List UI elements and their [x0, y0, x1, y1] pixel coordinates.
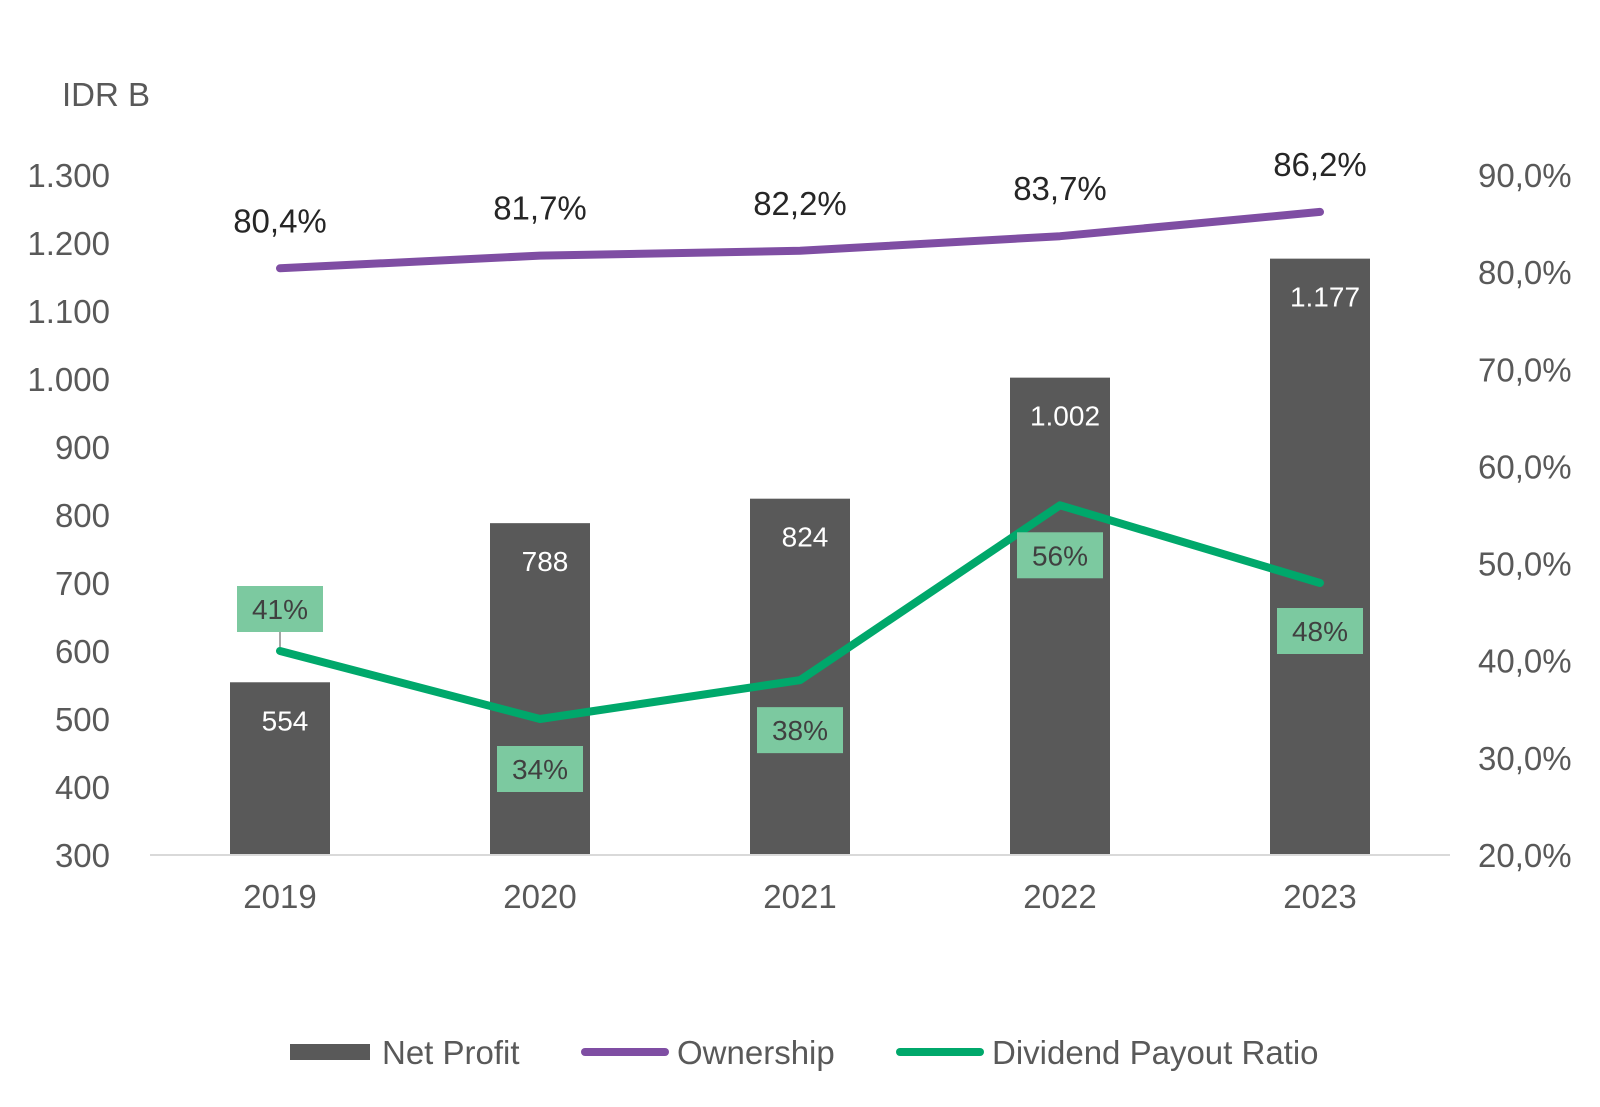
y-right-tick-label: 20,0%	[1478, 837, 1572, 874]
legend-label-net-profit: Net Profit	[382, 1034, 520, 1071]
net-profit-data-label: 824	[782, 522, 829, 553]
ownership-data-label: 83,7%	[1013, 170, 1107, 207]
y-left-tick-label: 1.200	[27, 225, 110, 262]
ownership-data-label: 81,7%	[493, 190, 587, 227]
legend-label-dividend-payout: Dividend Payout Ratio	[992, 1034, 1319, 1071]
net-profit-bar	[230, 682, 330, 855]
y-right-tick-label: 60,0%	[1478, 448, 1572, 485]
y-left-tick-label: 300	[55, 837, 110, 874]
dividend-data-label: 48%	[1292, 616, 1348, 647]
dividend-payout-line	[276, 501, 1324, 723]
ownership-data-label: 80,4%	[233, 202, 327, 239]
y-left-tick-labels: 300 400 500 600 700 800 900 1.000 1.100 1.200 1.30…	[27, 157, 110, 874]
x-tick-label: 2019	[243, 878, 316, 915]
y-right-tick-label: 40,0%	[1478, 643, 1572, 680]
x-tick-label: 2020	[503, 878, 576, 915]
net-profit-data-label: 788	[522, 546, 569, 577]
y-left-tick-label: 400	[55, 769, 110, 806]
net-profit-bar	[1010, 377, 1110, 855]
x-tick-labels: 2019 2020 2021 2022 2023	[243, 878, 1356, 915]
dividend-data-label: 41%	[252, 594, 308, 625]
y-left-tick-label: 900	[55, 429, 110, 466]
net-profit-data-label: 1.177	[1290, 282, 1360, 313]
y-right-tick-label: 90,0%	[1478, 157, 1572, 194]
x-tick-label: 2023	[1283, 878, 1356, 915]
ownership-series: 80,4% 81,7% 82,2% 83,7% 86,2%	[233, 146, 1367, 273]
y-left-tick-label: 700	[55, 565, 110, 602]
dividend-label-box	[1277, 608, 1363, 654]
net-profit-bars: 554 788 824 1.002 1.177	[230, 258, 1370, 855]
ownership-data-label: 82,2%	[753, 185, 847, 222]
dividend-label-box	[757, 707, 843, 754]
legend: Net Profit Ownership Dividend Payout Ratio	[290, 1034, 1319, 1071]
dividend-data-label: 34%	[512, 754, 568, 785]
y-right-tick-label: 70,0%	[1478, 351, 1572, 388]
y-left-tick-label: 1.100	[27, 293, 110, 330]
x-tick-label: 2022	[1023, 878, 1096, 915]
y-left-tick-label: 1.000	[27, 361, 110, 398]
y-right-tick-label: 30,0%	[1478, 740, 1572, 777]
y-left-tick-label: 800	[55, 497, 110, 534]
dividend-label-box	[237, 586, 323, 632]
y-right-tick-label: 50,0%	[1478, 546, 1572, 583]
dividend-label-box	[497, 746, 583, 792]
legend-swatch-net-profit	[290, 1044, 370, 1060]
y-left-tick-label: 500	[55, 701, 110, 738]
dividend-data-label: 38%	[772, 715, 828, 746]
dividend-data-label: 56%	[1032, 540, 1088, 571]
dividend-payout-series: 41% 34% 38% 56% 48%	[237, 501, 1363, 792]
dividend-label-box	[1017, 532, 1103, 579]
y-left-unit-label: IDR B	[62, 76, 150, 113]
net-profit-bar	[490, 523, 590, 855]
net-profit-data-label: 1.002	[1030, 401, 1100, 432]
y-right-tick-labels: 20,0% 30,0% 40,0% 50,0% 60,0% 70,0% 80,0% 90,0%	[1478, 157, 1572, 874]
ownership-line	[276, 207, 1324, 273]
legend-label-ownership: Ownership	[677, 1034, 835, 1071]
y-right-tick-label: 80,0%	[1478, 254, 1572, 291]
y-left-tick-label: 600	[55, 633, 110, 670]
y-left-tick-label: 1.300	[27, 157, 110, 194]
net-profit-data-label: 554	[262, 705, 309, 736]
x-tick-label: 2021	[763, 878, 836, 915]
unit-label-layer: IDR B	[62, 76, 150, 113]
ownership-data-label: 86,2%	[1273, 146, 1367, 183]
net-profit-bar	[1270, 258, 1370, 855]
